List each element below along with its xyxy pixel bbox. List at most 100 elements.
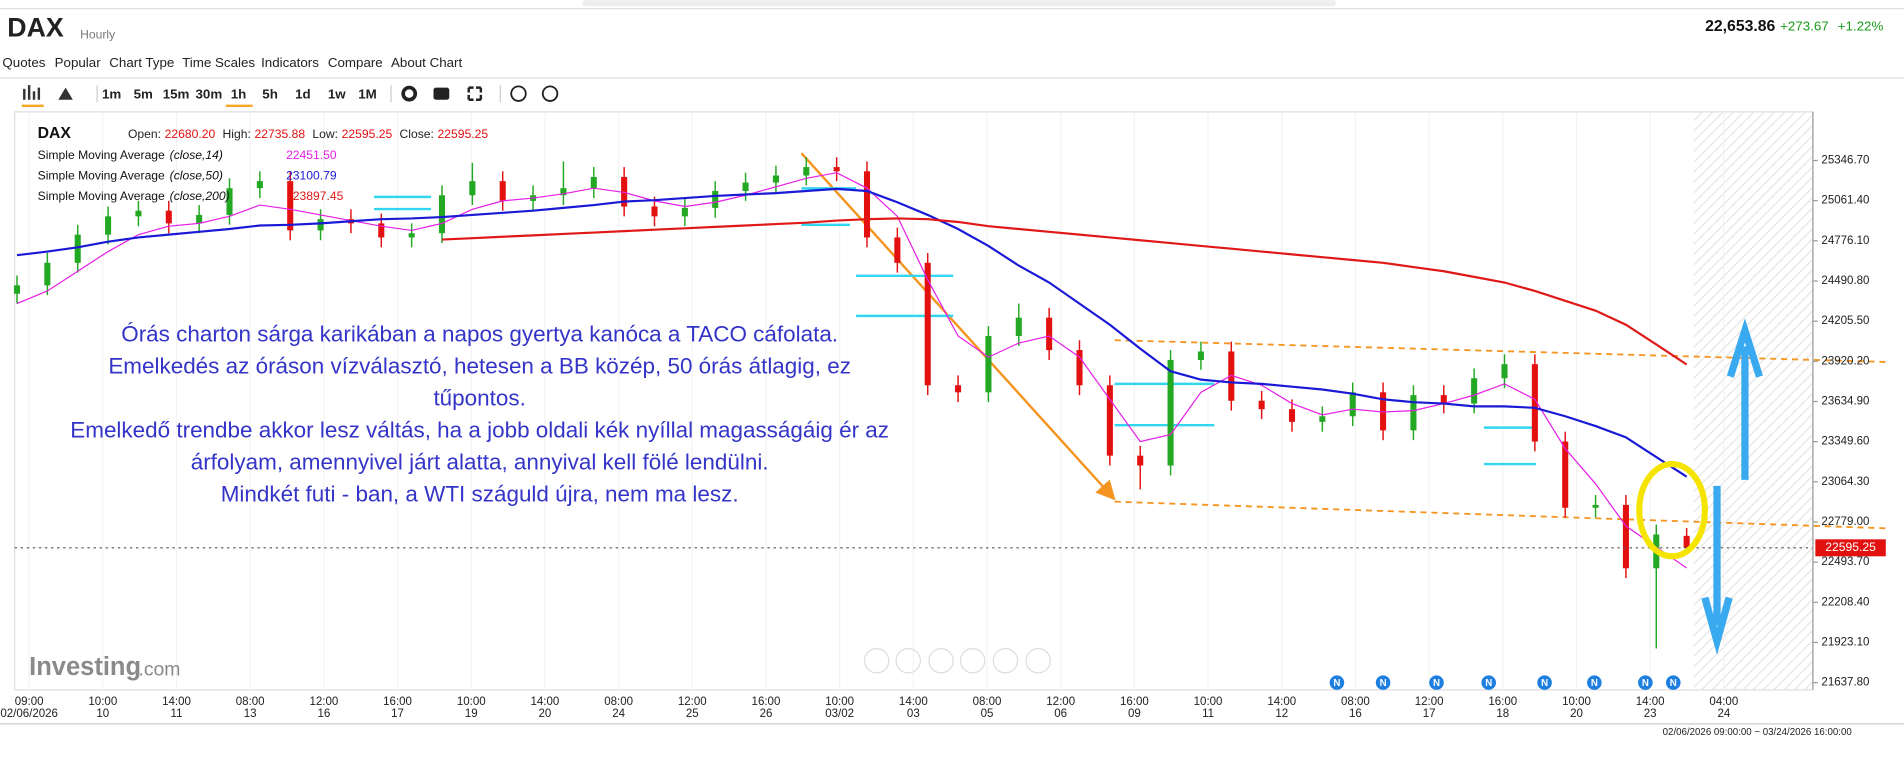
candle-body xyxy=(1015,317,1022,336)
trend-arrow xyxy=(800,152,1116,501)
timeframe[interactable]: 1M xyxy=(358,86,377,101)
x-tick-label: 10:00 xyxy=(1194,696,1223,708)
candle-body xyxy=(863,171,871,238)
news-marker[interactable] xyxy=(1666,675,1681,690)
news-marker[interactable] xyxy=(1329,675,1345,690)
timeframe[interactable]: 1h xyxy=(231,86,247,101)
indicator-value: 22451.50 xyxy=(286,148,337,162)
news-marker[interactable] xyxy=(1587,675,1602,690)
indicator-params: (close,14) xyxy=(170,148,223,162)
area-icon[interactable] xyxy=(58,87,73,100)
timeframe[interactable]: 15m xyxy=(163,86,190,101)
candle-body xyxy=(1471,378,1478,404)
candle-body xyxy=(408,233,415,238)
fullscreen-icon[interactable] xyxy=(467,86,483,101)
candle-body xyxy=(924,262,931,386)
timeframe[interactable]: 5h xyxy=(262,86,278,101)
download-icon[interactable] xyxy=(510,85,527,102)
timeframe[interactable]: 5m xyxy=(134,86,153,101)
menu-item[interactable]: Chart Type xyxy=(109,55,174,70)
timeframe[interactable]: 1m xyxy=(102,86,121,101)
settings-icon[interactable] xyxy=(401,85,418,102)
news-marker[interactable] xyxy=(1429,675,1444,690)
news-marker[interactable] xyxy=(1638,675,1653,690)
y-tick-label: 23920.20 xyxy=(1821,355,1869,367)
x-tick-date: 18 xyxy=(1496,708,1509,720)
timeframe[interactable]: 1d xyxy=(295,86,311,101)
x-tick-label: 12:00 xyxy=(1415,696,1444,708)
candle-body xyxy=(560,188,567,196)
x-tick-date: 05 xyxy=(981,708,994,720)
x-tick-date: 20 xyxy=(1570,708,1583,720)
y-tick-label: 23064.30 xyxy=(1821,476,1869,488)
news-marker[interactable] xyxy=(1375,675,1391,690)
x-tick-date: 02/06/2026 xyxy=(0,708,58,720)
x-tick-date: 03/02 xyxy=(825,708,854,720)
timeframe[interactable]: 1w xyxy=(328,86,346,101)
legend: DAX Open: 22680.20 High: 22735.88 Low: 22595.2… xyxy=(38,125,489,203)
candle-body xyxy=(772,175,779,183)
annotation-line: Emelkedő trendbe akkor lesz váltás, ha a… xyxy=(70,417,889,442)
grid xyxy=(28,111,1725,690)
x-tick-label: 10:00 xyxy=(1562,696,1591,708)
upload-icon[interactable] xyxy=(541,85,559,102)
news-label: N xyxy=(1541,678,1548,689)
candle-body xyxy=(105,216,112,235)
x-tick-label: 16:00 xyxy=(752,696,781,708)
indicator-name: Simple Moving Average xyxy=(38,168,165,182)
indicator-params: (close,50) xyxy=(170,168,223,182)
legend-field-value: 22595.25 xyxy=(438,127,489,141)
candle-icon[interactable] xyxy=(23,85,41,100)
menu-item[interactable]: Popular xyxy=(55,55,102,70)
moving-average xyxy=(16,172,1687,569)
logo-brand: Investing xyxy=(29,653,141,681)
symbol: DAX xyxy=(7,12,64,42)
y-tick-label: 23349.60 xyxy=(1821,436,1869,448)
indicator-value: 23897.45 xyxy=(293,189,344,203)
candle-body xyxy=(651,206,658,217)
news-marker[interactable] xyxy=(1537,675,1552,690)
indicator-name: Simple Moving Average xyxy=(38,189,165,203)
candle-body xyxy=(1440,395,1447,404)
y-tick-label: 24490.80 xyxy=(1821,275,1869,287)
candle-body xyxy=(1410,395,1417,431)
indicator-params: (close,200) xyxy=(170,189,230,203)
menu-item[interactable]: Quotes xyxy=(2,55,45,70)
user-drawings xyxy=(373,152,1889,530)
legend-field-label: Close: xyxy=(400,127,434,141)
candle-body xyxy=(226,188,233,215)
candle-body xyxy=(499,181,506,201)
menu-item[interactable]: Indicators xyxy=(261,55,319,70)
legend-field-label: Open: xyxy=(128,127,161,141)
x-tick-date: 11 xyxy=(1202,708,1214,720)
news-label: N xyxy=(1591,678,1598,689)
change: +273.67 xyxy=(1780,18,1829,33)
candle-body xyxy=(13,285,21,294)
candle-body xyxy=(1197,351,1204,360)
y-tick-label: 22779.00 xyxy=(1821,516,1869,528)
menu-item[interactable]: About Chart xyxy=(391,55,463,70)
y-tick-label: 21637.80 xyxy=(1821,677,1869,689)
indicator-value: 23100.79 xyxy=(286,168,337,182)
x-tick-date: 12 xyxy=(1275,708,1288,720)
y-tick-label: 22493.70 xyxy=(1821,556,1869,568)
x-tick-date: 19 xyxy=(465,708,478,720)
x-tick-label: 08:00 xyxy=(1341,696,1370,708)
menu-item[interactable]: Compare xyxy=(328,55,383,70)
resistance-line xyxy=(1114,339,1889,363)
menu-item[interactable]: Time Scales xyxy=(182,55,255,70)
last-price-label: 22595.25 xyxy=(1825,540,1876,554)
news-label: N xyxy=(1333,678,1340,689)
last-price-box xyxy=(1815,539,1886,557)
candle-body xyxy=(1319,416,1326,422)
candle-body xyxy=(833,167,840,172)
x-tick-label: 16:00 xyxy=(1120,696,1149,708)
x-axis: 09:0002/06/202610:001014:001108:001312:0… xyxy=(0,696,1738,720)
candle-body xyxy=(1683,535,1690,548)
news-marker[interactable] xyxy=(1481,675,1496,690)
candle-body xyxy=(1167,359,1174,466)
up-arrow xyxy=(1726,318,1763,480)
x-tick-date: 16 xyxy=(317,708,330,720)
timeframe[interactable]: 30m xyxy=(196,86,223,101)
camera-icon[interactable] xyxy=(433,87,450,100)
